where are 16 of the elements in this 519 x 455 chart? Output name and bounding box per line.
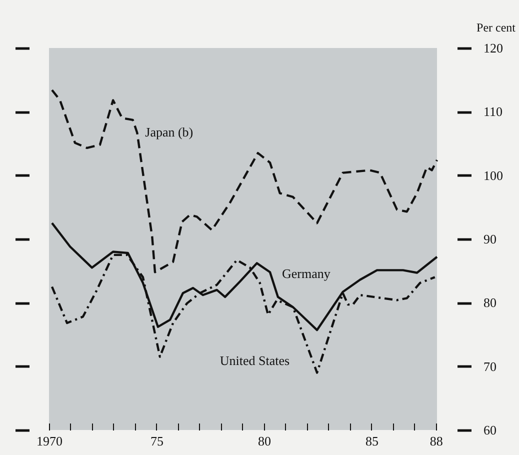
x-tick-label: 80	[258, 434, 271, 448]
x-tick-label: 85	[365, 434, 378, 448]
y-tick-label: 60	[484, 422, 496, 438]
y-tick-label: 100	[484, 168, 503, 183]
y-tick-label: 80	[484, 295, 496, 310]
series-label: Japan (b)	[145, 124, 194, 140]
y-tick-label: 90	[484, 232, 496, 246]
y-tick-label: 120	[484, 40, 503, 56]
y-tick-label: 110	[484, 104, 503, 120]
y-tick-label: 70	[484, 358, 496, 374]
series-label: Germany	[282, 266, 331, 282]
x-tick-label: 88	[430, 434, 443, 448]
y-axis-title: Per cent	[476, 20, 516, 34]
x-tick-label: 1970	[36, 434, 62, 448]
series-label: United States	[220, 352, 290, 368]
x-tick-label: 75	[150, 434, 164, 448]
